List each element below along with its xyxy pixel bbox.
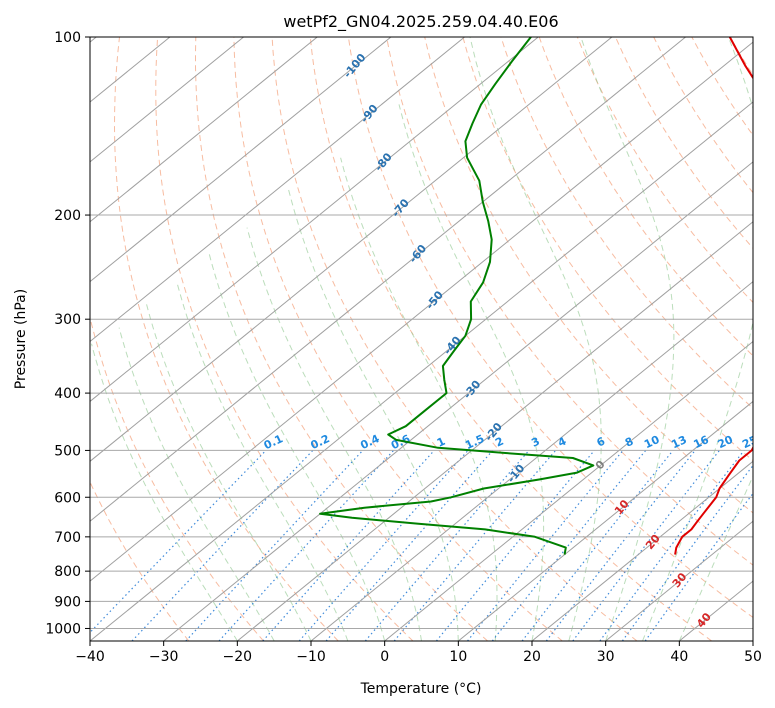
isotherm-line [531, 460, 753, 641]
y-tick-label: 200 [54, 208, 81, 224]
temperature-profile-line [674, 37, 753, 555]
mixing-ratio-line [90, 449, 267, 634]
mixing-ratio-label: 16 [691, 433, 711, 451]
x-tick-label: −10 [296, 649, 326, 665]
dry-adiabat-line [113, 37, 339, 641]
moist-adiabat-line [246, 227, 422, 641]
y-tick-label: 700 [54, 530, 81, 546]
isotherm-line [90, 41, 753, 582]
mixing-ratio-line [185, 449, 364, 641]
isotherm-line [90, 37, 613, 462]
mixing-ratio-line [262, 449, 435, 641]
moist-adiabat-line [580, 37, 675, 641]
dry-adiabat-line [195, 37, 488, 641]
dry-adiabat-line [386, 37, 753, 566]
y-tick-label: 500 [54, 443, 81, 459]
moist-adiabat-line [678, 475, 753, 641]
x-tick-label: −20 [223, 649, 253, 665]
dry-adiabat-line [155, 37, 414, 641]
mixing-ratio-label: 25 [740, 433, 759, 451]
mixing-ratio-line [218, 449, 395, 641]
isotherm-line [90, 37, 465, 343]
dry-adiabat-line [271, 37, 638, 641]
moist-adiabat-line [469, 37, 602, 641]
y-axis-title: Pressure (hPa) [13, 289, 29, 389]
y-tick-label: 600 [54, 490, 81, 506]
moist-adiabat-line [642, 37, 753, 641]
isotherm-line [90, 37, 686, 522]
moist-adiabat-line [398, 104, 545, 641]
y-tick-label: 400 [54, 386, 81, 402]
chart-title: wetPf2_GN04.2025.259.04.40.E06 [283, 12, 558, 32]
x-tick-label: 30 [597, 649, 615, 665]
isotherm-line [458, 400, 753, 641]
y-tick-label: 100 [54, 30, 81, 46]
mixing-ratio-label: 13 [669, 433, 688, 451]
dry-adiabat-line [538, 37, 753, 357]
isotherm-line [90, 37, 539, 403]
y-tick-label: 300 [54, 312, 81, 328]
moist-adiabat-line [287, 187, 459, 641]
x-tick-label: −30 [149, 649, 179, 665]
dewpoint-profile-line [319, 37, 595, 555]
isotherm-line [237, 221, 753, 641]
y-tick-label: 1000 [45, 621, 81, 637]
dry-adiabat-line [615, 37, 753, 250]
dry-adiabat-line [424, 37, 753, 514]
dry-adiabat-line [90, 480, 190, 641]
dry-adiabat-line [347, 37, 753, 619]
profile-lines [319, 37, 753, 555]
x-tick-label: 40 [670, 649, 688, 665]
isotherm-line [163, 161, 753, 641]
y-tick-label: 800 [54, 564, 81, 580]
y-axis: 100 200 300 400 500 600 700 800 900 1000 [45, 30, 90, 637]
isotherm-line [310, 281, 753, 641]
x-axis-title: Temperature (°C) [360, 681, 482, 697]
isotherm-line [90, 37, 392, 283]
isotherm-line [90, 37, 318, 223]
plot-frame [89, 36, 754, 642]
isotherm-line [90, 37, 244, 163]
isotherm-line [90, 101, 753, 641]
dry-adiabat-line [309, 37, 712, 641]
mixing-ratio-line [298, 449, 469, 641]
isotherm-line [384, 340, 753, 641]
x-tick-label: −40 [75, 649, 105, 665]
moist-adiabat-line [208, 250, 386, 641]
x-tick-label: 10 [449, 649, 467, 665]
background-lines [90, 37, 753, 641]
x-axis: −40 −30 −20 −10 0 10 20 30 40 50 [75, 641, 762, 665]
mixing-ratio-line [364, 450, 530, 641]
mixing-ratio-line [467, 450, 624, 641]
mixing-ratio-label: 10 [642, 433, 662, 451]
moist-adiabat-line [145, 301, 312, 641]
x-tick-label: 20 [523, 649, 541, 665]
x-tick-label: 50 [744, 649, 762, 665]
mixing-ratio-line [572, 450, 720, 641]
y-tick-label: 900 [54, 594, 81, 610]
mixing-ratio-label: 20 [716, 433, 736, 451]
x-tick-label: 0 [380, 649, 389, 665]
isotherm-line [605, 520, 753, 641]
